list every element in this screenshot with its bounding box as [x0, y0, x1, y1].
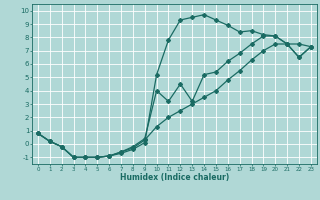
X-axis label: Humidex (Indice chaleur): Humidex (Indice chaleur) [120, 173, 229, 182]
